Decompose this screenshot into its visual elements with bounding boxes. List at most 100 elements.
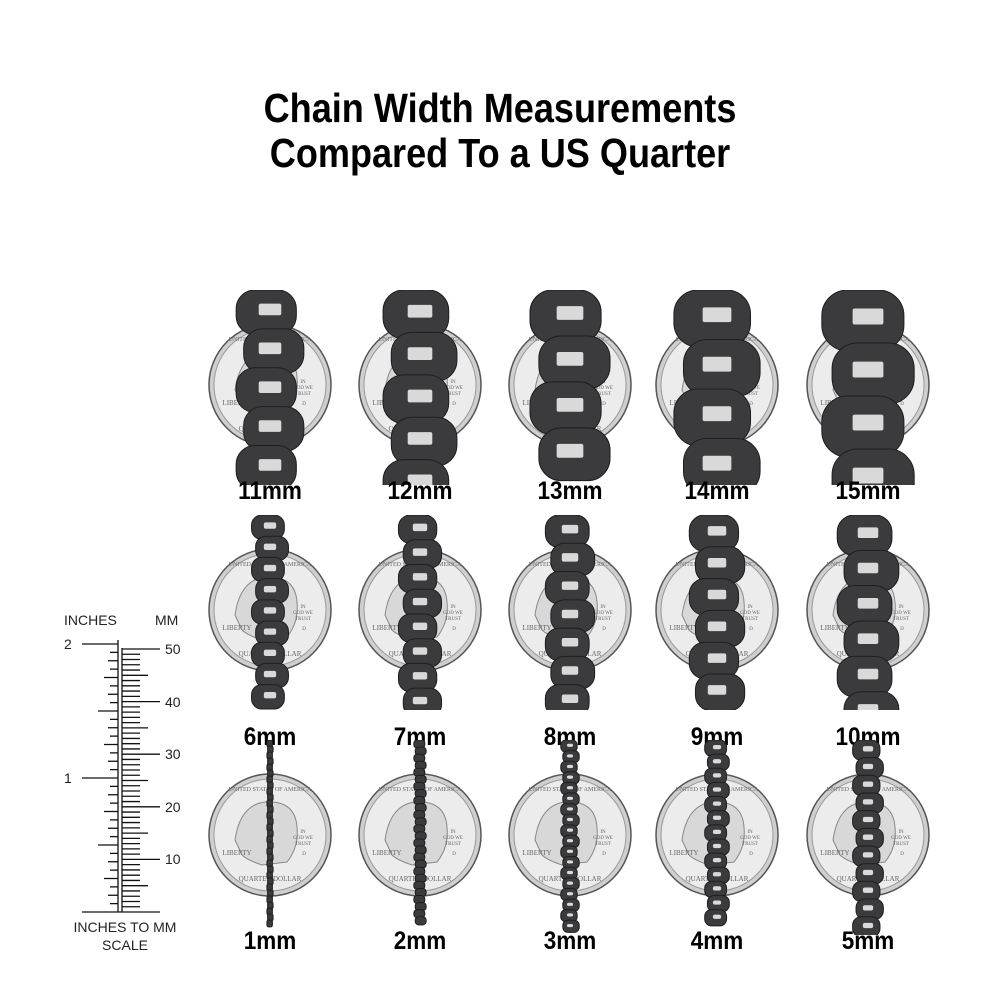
svg-text:LIBERTY: LIBERTY: [522, 624, 551, 632]
svg-text:D: D: [900, 852, 904, 857]
chain-width-label: 14mm: [684, 477, 750, 505]
svg-text:GOD WE: GOD WE: [443, 386, 463, 391]
svg-text:D: D: [749, 627, 753, 632]
svg-text:GOD WE: GOD WE: [891, 611, 911, 616]
chain-link-highlight: [566, 775, 574, 779]
ruler-mm-tick-30: 30: [165, 746, 181, 762]
chain-link-highlight: [263, 649, 277, 657]
chain-link-highlight: [857, 668, 879, 680]
chain-link-highlight: [263, 628, 277, 635]
chain-link-highlight: [852, 414, 884, 431]
svg-text:GOD WE: GOD WE: [293, 836, 313, 841]
chain-link-highlight: [712, 787, 722, 792]
chain-link-highlight: [566, 754, 574, 758]
svg-text:TRUST: TRUST: [295, 617, 311, 622]
chain-link-highlight: [566, 923, 574, 928]
svg-text:D: D: [900, 402, 904, 407]
chain-link-highlight: [566, 849, 574, 853]
chain-link-highlight: [412, 523, 428, 532]
chain-link-highlight: [407, 304, 433, 318]
chain-link-highlight: [556, 443, 584, 458]
chain-link-highlight: [561, 524, 579, 534]
svg-text:GOD WE: GOD WE: [293, 386, 313, 391]
chain-item-1mm: LIBERTY IN GOD WE TRUST D QUARTER DOLLAR UNITE…: [195, 740, 345, 970]
chain-link-highlight: [407, 347, 433, 360]
chain-strip: [235, 290, 305, 485]
title-line-2: Compared To a US Quarter: [269, 130, 731, 176]
chain-link-highlight: [412, 696, 428, 705]
chain-link-highlight: [702, 406, 732, 422]
chain-link-highlight: [862, 869, 874, 876]
chain-width-label: 12mm: [387, 477, 453, 505]
svg-text:TRUST: TRUST: [595, 617, 611, 622]
chain-link-highlight: [556, 306, 584, 320]
ruler-inch-tick-1: 1: [64, 770, 72, 786]
chain-strip: [251, 515, 289, 710]
svg-text:LIBERTY: LIBERTY: [222, 849, 251, 857]
svg-text:IN: IN: [300, 605, 306, 610]
chain-link-highlight: [566, 913, 574, 917]
chain-link-highlight: [407, 432, 433, 445]
chain-link-highlight: [566, 860, 574, 864]
chain-link-highlight: [712, 801, 722, 806]
svg-text:GOD WE: GOD WE: [891, 836, 911, 841]
svg-text:TRUST: TRUST: [742, 842, 758, 847]
chain-link-highlight: [852, 467, 884, 484]
chain-item-2mm: LIBERTY IN GOD WE TRUST D QUARTER DOLLAR UNITE…: [345, 740, 495, 970]
chain-link-highlight: [566, 881, 574, 885]
chain-link-highlight: [712, 858, 722, 863]
chain-link-highlight: [712, 815, 722, 820]
svg-text:IN: IN: [898, 830, 904, 835]
chain-link: [266, 919, 273, 928]
chain-link-highlight: [258, 303, 282, 316]
ruler-caption-line-2: SCALE: [102, 937, 148, 953]
chain-width-label: 4mm: [690, 927, 744, 955]
chain-link-highlight: [412, 548, 428, 556]
chain-link-highlight: [263, 670, 277, 678]
chain-strip: [688, 515, 746, 710]
chain-link: [843, 691, 900, 710]
chain-link-highlight: [566, 828, 574, 832]
chain-link-highlight: [263, 607, 277, 614]
svg-text:TRUST: TRUST: [742, 392, 758, 397]
chain-link-highlight: [852, 361, 884, 378]
chain-link-highlight: [707, 557, 727, 568]
svg-text:TRUST: TRUST: [445, 842, 461, 847]
chain-link-highlight: [561, 694, 579, 704]
ruler-mm-label: MM: [155, 612, 179, 628]
chain-link-highlight: [712, 872, 722, 877]
chain-width-label: 13mm: [537, 477, 603, 505]
chain-strip: [382, 290, 458, 485]
chain-width-label: 11mm: [238, 477, 302, 505]
chain-link-highlight: [862, 852, 874, 858]
chain-link-highlight: [712, 886, 722, 891]
svg-text:GOD WE: GOD WE: [293, 611, 313, 616]
chain-link-highlight: [566, 764, 574, 769]
chain-link-highlight: [702, 356, 732, 372]
svg-text:IN: IN: [450, 830, 456, 835]
svg-text:LIBERTY: LIBERTY: [222, 624, 251, 632]
chain-link-highlight: [862, 834, 874, 840]
chain-link-highlight: [862, 763, 874, 770]
chain-link-highlight: [556, 352, 584, 366]
chain-link-highlight: [407, 389, 433, 403]
chain-link-highlight: [263, 522, 277, 529]
svg-text:GOD WE: GOD WE: [443, 611, 463, 616]
chain-item-5mm: LIBERTY IN GOD WE TRUST D QUARTER DOLLAR UNITE…: [793, 740, 943, 970]
svg-text:D: D: [602, 402, 606, 407]
chain-link-highlight: [857, 633, 879, 644]
svg-text:IN: IN: [450, 605, 456, 610]
svg-text:GOD WE: GOD WE: [740, 836, 760, 841]
chain-link: [414, 916, 427, 926]
ruler-mm-tick-40: 40: [165, 694, 181, 710]
chain-link-highlight: [258, 342, 282, 355]
chain-width-label: 15mm: [835, 477, 901, 505]
chain-link-highlight: [258, 459, 282, 471]
chain-link-highlight: [412, 672, 428, 680]
